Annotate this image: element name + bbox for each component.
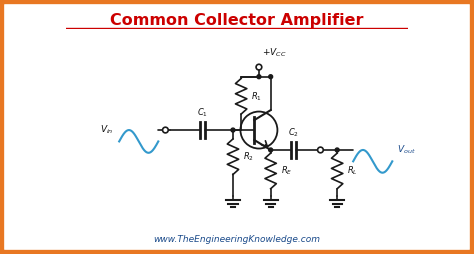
Text: $R_2$: $R_2$ — [243, 150, 254, 163]
Text: $R_L$: $R_L$ — [347, 165, 358, 177]
Text: www.TheEngineeringKnowledge.com: www.TheEngineeringKnowledge.com — [154, 235, 320, 244]
Circle shape — [318, 147, 323, 153]
Text: $V_{out}$: $V_{out}$ — [397, 144, 415, 156]
Text: $V_{in}$: $V_{in}$ — [100, 124, 113, 136]
Circle shape — [163, 127, 168, 133]
Circle shape — [231, 128, 235, 132]
Text: $+V_{CC}$: $+V_{CC}$ — [263, 46, 287, 59]
Circle shape — [257, 75, 261, 79]
Circle shape — [335, 148, 339, 152]
Text: Common Collector Amplifier: Common Collector Amplifier — [110, 13, 364, 28]
Text: $R_E$: $R_E$ — [281, 165, 292, 177]
Circle shape — [269, 75, 273, 79]
Circle shape — [256, 64, 262, 70]
Text: $C_2$: $C_2$ — [288, 127, 299, 139]
Text: $C_1$: $C_1$ — [197, 107, 208, 119]
Circle shape — [269, 148, 273, 152]
Text: $R_1$: $R_1$ — [251, 90, 262, 103]
